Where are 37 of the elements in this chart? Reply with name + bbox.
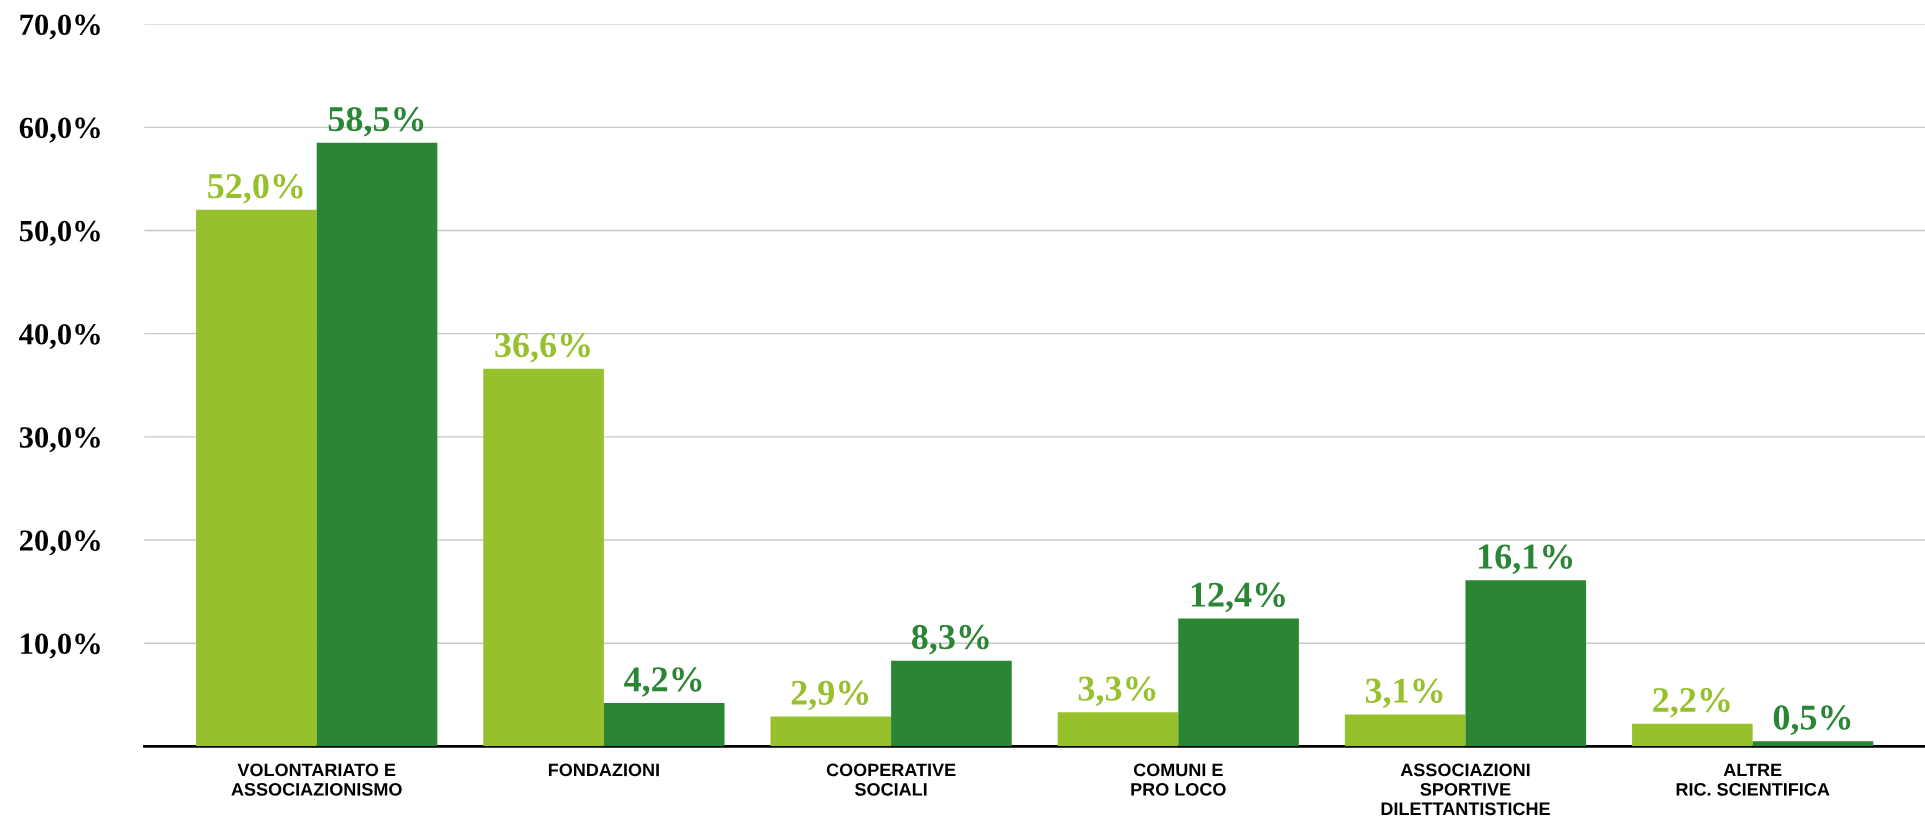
data-label: 58,5% [328,106,424,137]
y-tick-label: 30,0% [19,427,100,453]
bar [603,703,725,747]
y-tick-label: 20,0% [19,530,100,556]
data-label: 4,2% [624,667,702,697]
data-label: 0,5% [1773,705,1851,735]
data-label: 2,9% [791,680,869,711]
x-tick-label: ASSOCIAZIONI SPORTIVE DILETTANTISTICHE [1381,763,1550,816]
bar [1057,712,1179,747]
x-tick-label: COMUNI E PRO LOCO [1131,763,1226,796]
y-tick-label: 70,0% [20,14,100,40]
data-label: 8,3% [911,624,989,655]
bar [1632,723,1753,747]
bar [770,716,892,747]
data-label: 12,4% [1191,582,1285,613]
x-tick-label: COOPERATIVE SOCIALI [826,763,956,796]
bar [891,660,1012,747]
bar [196,209,317,747]
data-label: 36,6% [495,332,590,363]
bar [1344,714,1466,747]
y-tick-label: 10,0% [21,633,100,659]
data-label: 3,1% [1365,678,1443,709]
bar [316,142,438,747]
data-label: 52,0% [208,174,303,204]
data-label: 16,1% [1479,544,1573,574]
data-label: 3,3% [1078,676,1156,707]
y-tick-label: 60,0% [19,117,100,143]
bar [483,368,604,747]
x-tick-label: FONDAZIONI [548,763,659,777]
bar [1752,741,1874,747]
data-label: 2,2% [1653,687,1730,718]
x-tick-label: VOLONTARIATO E ASSOCIAZIONISMO [231,763,402,796]
y-tick-label: 50,0% [19,220,100,246]
bar [1465,580,1587,747]
bar [1178,618,1299,747]
y-tick-label: 40,0% [19,323,100,350]
x-tick-label: ALTRE RIC. SCIENTIFICA [1676,763,1830,796]
